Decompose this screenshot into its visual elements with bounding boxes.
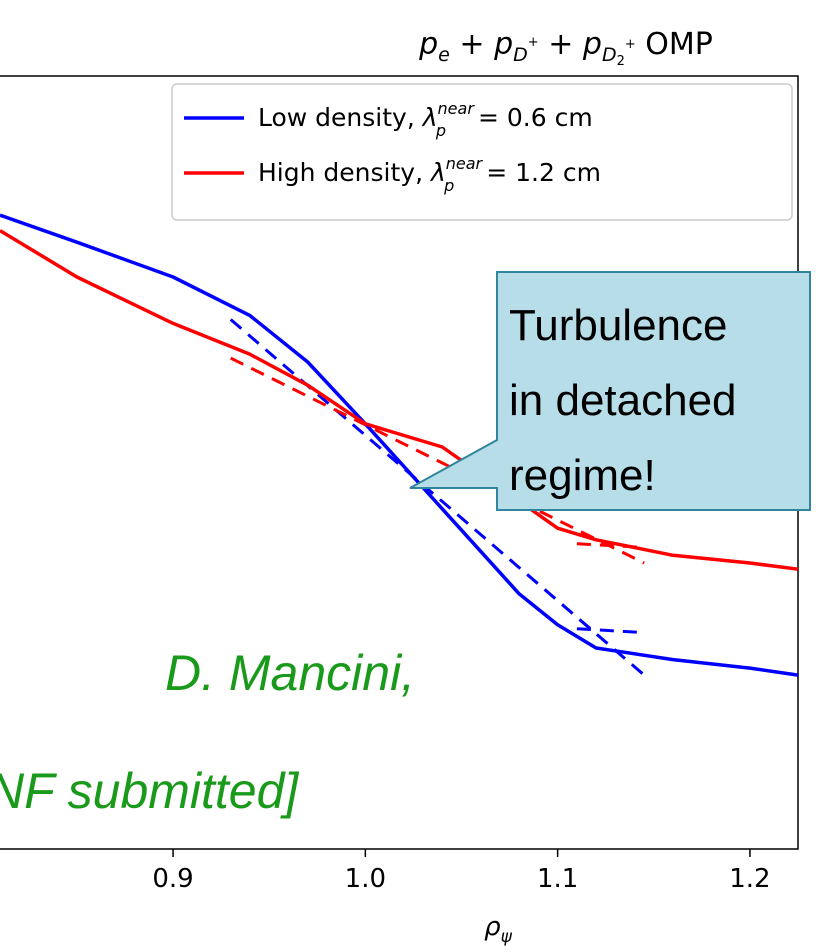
series-line-1	[0, 229, 799, 571]
fit-line-1	[576, 627, 645, 635]
series-line-0	[0, 213, 799, 677]
svg-text:pe + pD+ + pD2+ OMP: pe + pD+ + pD2+ OMP	[418, 27, 713, 69]
callout-line-2: in detached	[509, 376, 737, 425]
x-tick-label-1: 1.0	[345, 864, 386, 894]
annotation-line-1: D. Mancini,	[165, 645, 415, 701]
callout-line-3: regime!	[509, 451, 656, 500]
legend-label-0: Low density, λnear p = 0.6 cm	[258, 99, 593, 140]
fit-line-2	[230, 356, 645, 565]
x-tick-label-2: 1.1	[537, 864, 578, 894]
x-tick-label-3: 1.2	[729, 864, 770, 894]
x-axis-ticks: 0.9 1.0 1.1 1.2	[152, 849, 771, 894]
data-series	[0, 213, 799, 677]
legend-box	[171, 83, 793, 221]
chart-title: pe + pD+ + pD2+ OMP	[418, 27, 713, 69]
annotation-line-2: NF submitted]	[0, 763, 299, 819]
callout: Turbulence in detached regime!	[409, 271, 811, 511]
legend: Low density, λnear p = 0.6 cm High density…	[171, 83, 793, 221]
reference-annotation: D. Mancini, NF submitted]	[0, 645, 415, 819]
callout-line-1: Turbulence	[509, 301, 728, 350]
legend-entries: Low density, λnear p = 0.6 cm High density…	[184, 99, 601, 195]
x-axis-label: ρψ	[484, 912, 513, 947]
x-tick-label-0: 0.9	[152, 864, 193, 894]
callout-shape	[409, 271, 811, 511]
legend-label-1: High density, λnear p = 1.2 cm	[258, 154, 601, 195]
